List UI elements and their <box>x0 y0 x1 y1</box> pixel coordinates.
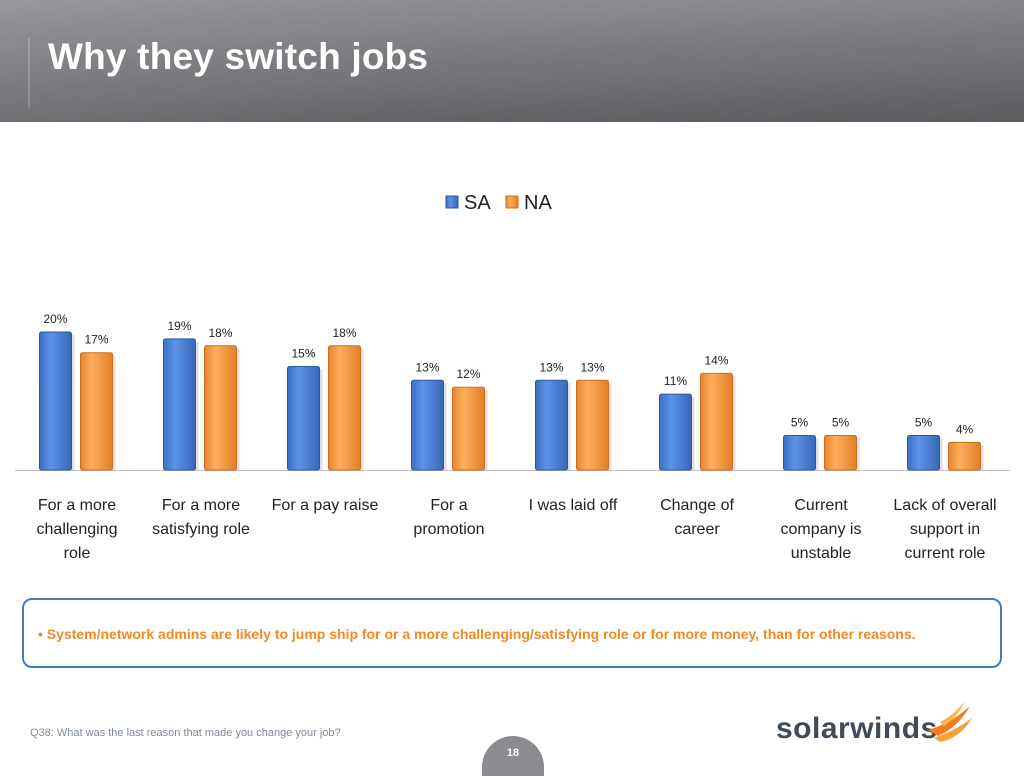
data-label-na-6: 14% <box>704 353 728 367</box>
bars-group: 20% 17% For a more challenging role 19% 18% For… <box>15 312 1010 562</box>
title-bar-shine <box>0 0 1024 122</box>
data-label-sa-7: 5% <box>791 416 809 430</box>
key-insight-box: • System/network admins are likely to ju… <box>22 598 1002 668</box>
category-label-8: Lack of overall <box>893 497 996 514</box>
data-label-sa-8: 5% <box>915 416 933 430</box>
data-label-sa-5: 13% <box>539 360 563 374</box>
page-number: 18 <box>482 736 544 776</box>
bar-sa-2 <box>163 338 196 471</box>
solarwinds-bird-icon <box>928 702 972 742</box>
category-label-1: role <box>64 545 91 562</box>
solarwinds-logo: solarwinds <box>776 700 976 750</box>
bar-na-6 <box>700 372 733 471</box>
bar-chart: 20% 17% For a more challenging role 19% 18% For… <box>15 192 1010 562</box>
data-label-sa-1: 20% <box>43 312 67 326</box>
bar-sa-1 <box>39 331 72 471</box>
logo-wordmark: solarwinds <box>776 712 938 745</box>
data-label-sa-4: 13% <box>415 360 439 374</box>
category-label-7: company is <box>781 521 862 538</box>
data-label-na-5: 13% <box>580 360 604 374</box>
data-label-na-7: 5% <box>832 416 850 430</box>
title-bar-accent-line <box>28 38 30 108</box>
data-label-na-8: 4% <box>956 422 974 436</box>
bar-na-7 <box>824 435 857 471</box>
data-label-na-3: 18% <box>332 326 356 340</box>
category-label-8: current role <box>905 545 986 562</box>
category-label-6: Change of <box>660 497 734 514</box>
legend-swatch-na <box>505 195 519 209</box>
legend-label-na: NA <box>524 192 552 214</box>
category-label-6: career <box>674 521 720 538</box>
data-label-na-1: 17% <box>84 333 108 347</box>
data-label-na-2: 18% <box>208 326 232 340</box>
bar-na-8 <box>948 441 981 471</box>
bar-na-4 <box>452 386 485 471</box>
legend-swatch-sa <box>445 195 459 209</box>
category-label-2: For a more <box>162 497 240 514</box>
bar-na-3 <box>328 345 361 471</box>
category-label-7: Current <box>794 497 848 514</box>
bar-na-5 <box>576 379 609 471</box>
data-label-na-4: 12% <box>456 367 480 381</box>
data-label-sa-3: 15% <box>291 347 315 361</box>
bar-sa-4 <box>411 379 444 471</box>
bar-na-2 <box>204 345 237 471</box>
bar-sa-3 <box>287 366 320 471</box>
survey-question-footnote: Q38: What was the last reason that made … <box>30 727 341 739</box>
key-insight-text: • System/network admins are likely to ju… <box>38 626 916 642</box>
title-bar: Why they switch jobs <box>0 0 1024 122</box>
category-label-2: satisfying role <box>152 521 250 538</box>
bar-sa-7 <box>783 435 816 471</box>
chart-legend: SA NA <box>445 192 552 214</box>
category-label-1: challenging <box>37 521 118 538</box>
bar-na-1 <box>80 352 113 471</box>
data-label-sa-2: 19% <box>167 319 191 333</box>
slide-title: Why they switch jobs <box>48 36 429 77</box>
category-label-3: For a pay raise <box>272 497 379 514</box>
data-label-sa-6: 11% <box>664 374 687 388</box>
bar-sa-6 <box>659 393 692 471</box>
category-label-7: unstable <box>791 545 852 562</box>
bar-sa-8 <box>907 435 940 471</box>
category-label-4: For a <box>430 497 467 514</box>
legend-label-sa: SA <box>464 192 491 214</box>
category-label-5: I was laid off <box>529 497 618 514</box>
bar-sa-5 <box>535 379 568 471</box>
category-label-1: For a more <box>38 497 116 514</box>
category-label-4: promotion <box>413 521 484 538</box>
category-label-8: support in <box>910 521 980 538</box>
